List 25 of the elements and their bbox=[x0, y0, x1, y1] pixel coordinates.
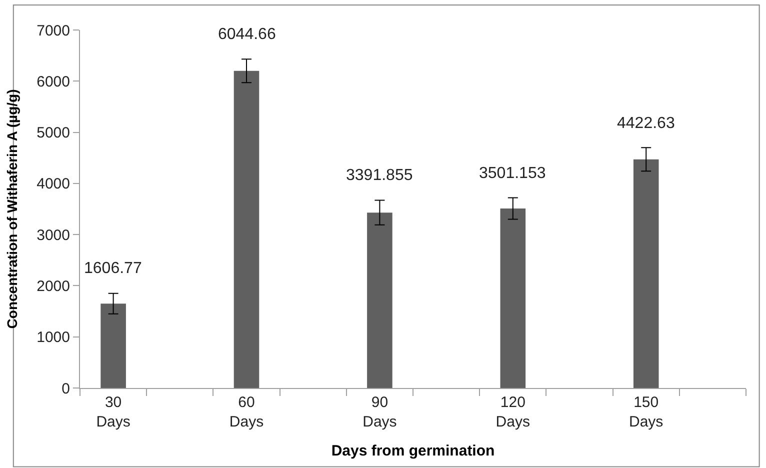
x-tick-label: 150 Days bbox=[629, 394, 664, 430]
y-tick-label: 6000 bbox=[36, 73, 70, 90]
y-tick-label: 5000 bbox=[36, 124, 70, 142]
bar bbox=[234, 70, 260, 388]
y-tick-label: 3000 bbox=[36, 226, 70, 244]
bar bbox=[500, 208, 526, 388]
y-axis-title: Concentration of Withaferin A (µg/g) bbox=[4, 89, 20, 329]
bar bbox=[100, 304, 126, 388]
annotation: 1606.77 bbox=[84, 260, 142, 277]
bar bbox=[633, 159, 659, 388]
annotation: 6044.66 bbox=[218, 26, 276, 43]
x-tick-label: 30 Days bbox=[96, 394, 130, 430]
annotation: 3391.855 bbox=[346, 167, 413, 184]
x-tick-label: 60 Days bbox=[229, 394, 264, 430]
bar bbox=[367, 212, 392, 388]
y-tick-label: 0 bbox=[62, 380, 70, 398]
x-tick-label: 90 Days bbox=[362, 394, 397, 430]
y-tick-label: 7000 bbox=[36, 22, 70, 40]
y-tick-label: 2000 bbox=[36, 278, 70, 295]
x-axis-title: Days from germination bbox=[331, 442, 495, 460]
annotation: 3501.153 bbox=[479, 165, 546, 182]
y-tick-label: 4000 bbox=[36, 176, 70, 193]
y-tick-label: 1000 bbox=[36, 329, 70, 346]
x-tick-label: 120 Days bbox=[496, 394, 530, 430]
annotation: 4422.63 bbox=[617, 115, 675, 132]
